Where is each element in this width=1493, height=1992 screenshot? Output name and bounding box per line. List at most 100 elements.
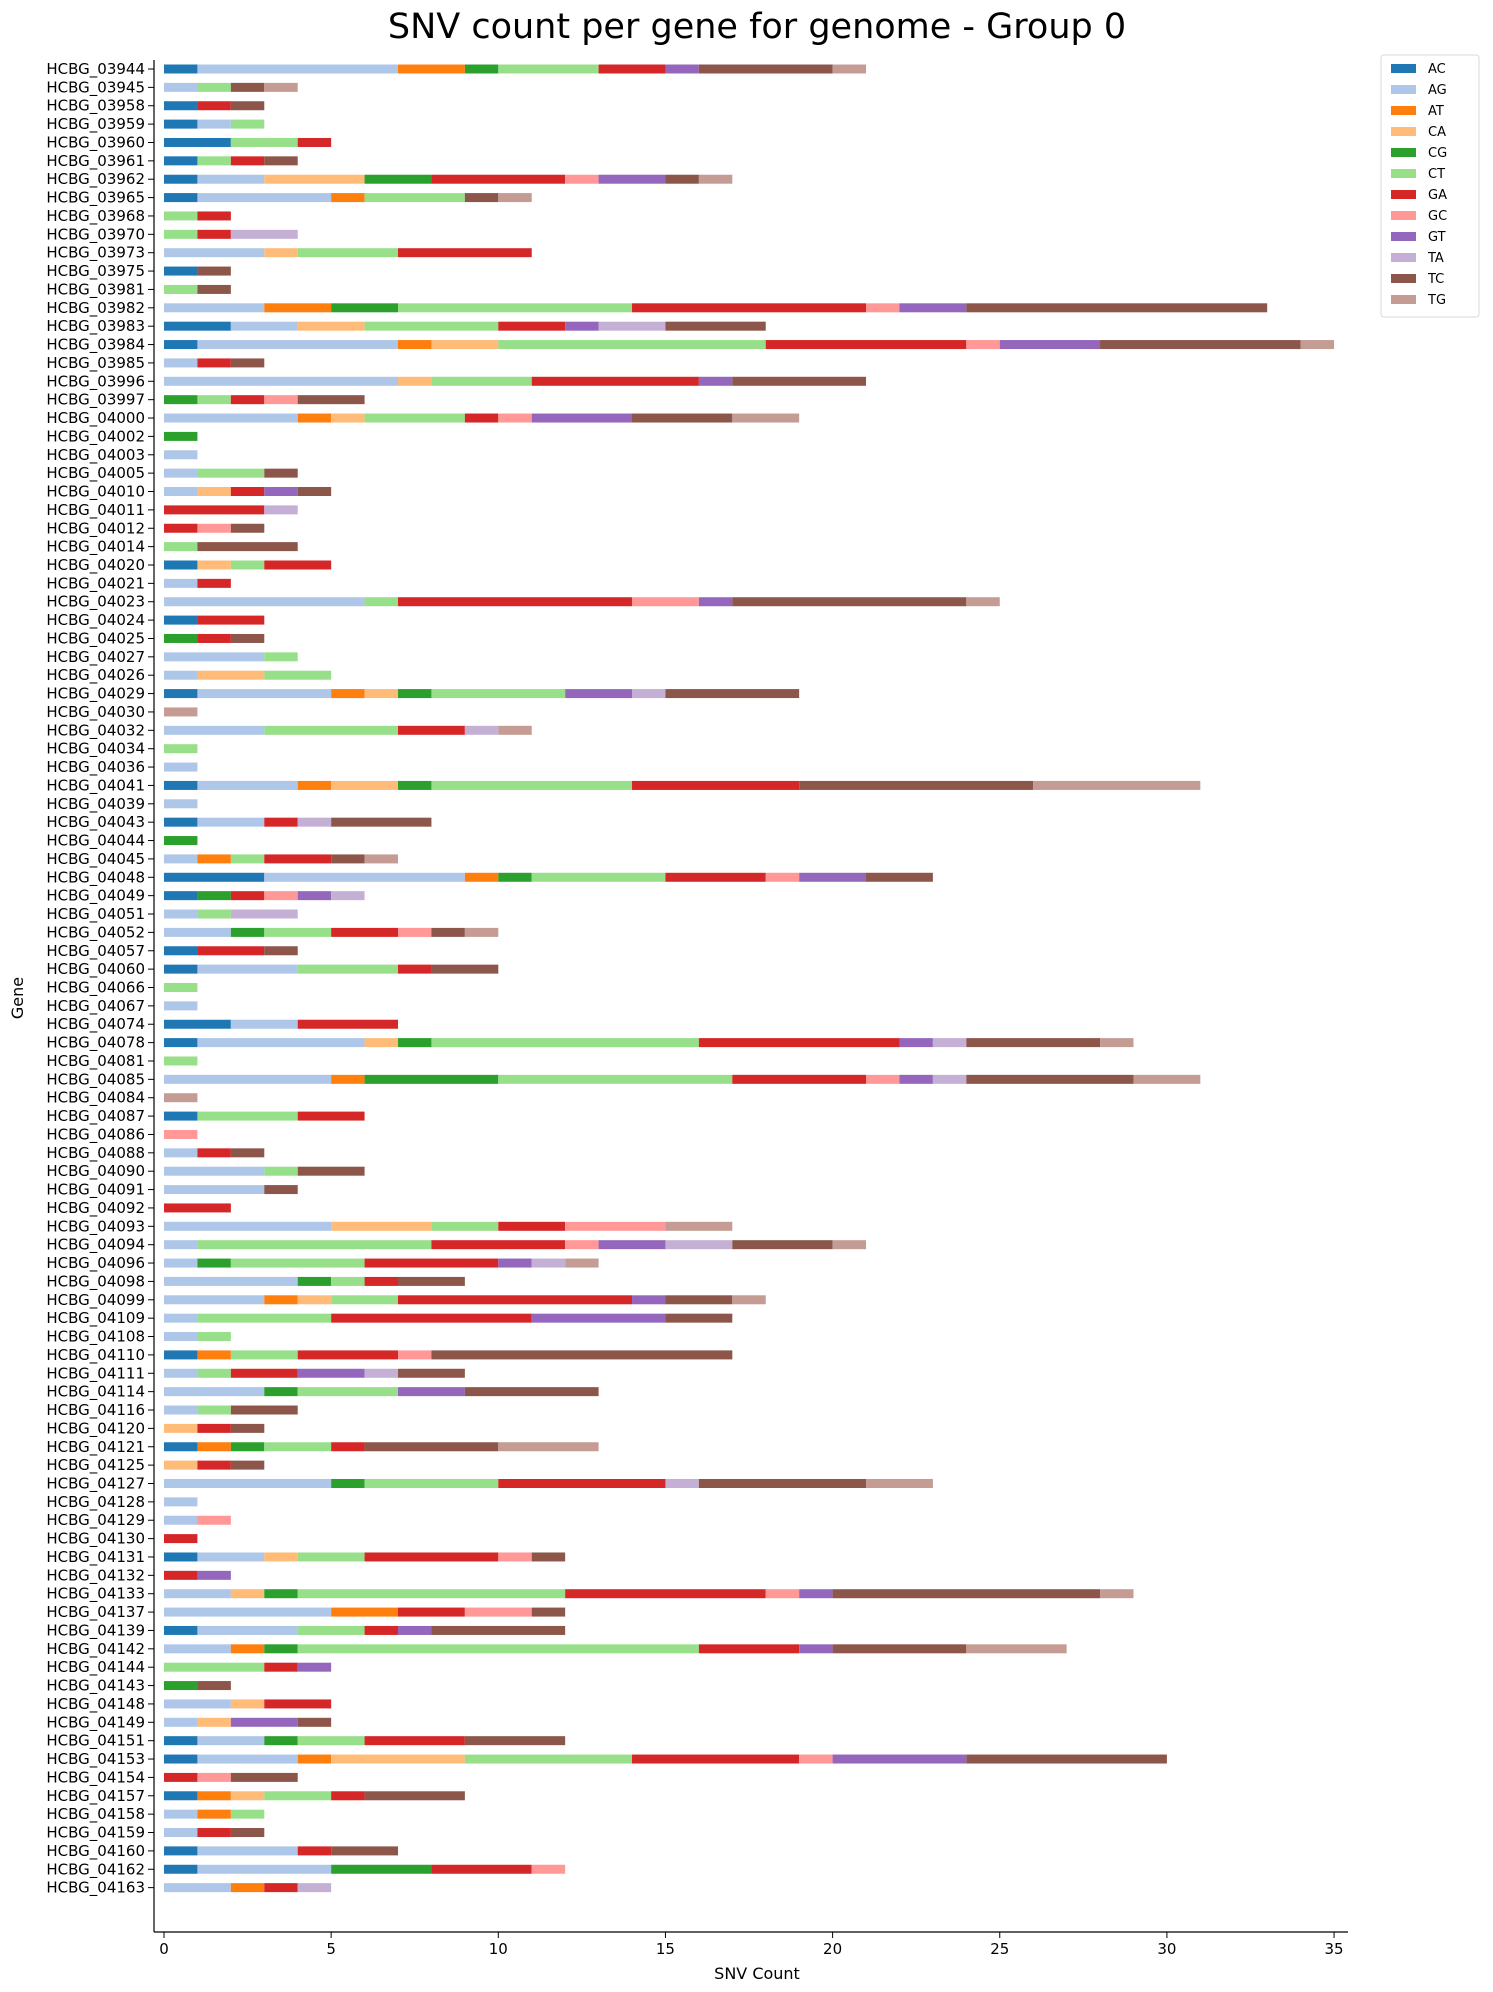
bar-segment-ag: [164, 450, 198, 460]
bar-segment-tc: [264, 468, 298, 478]
bar-segment-ga: [565, 1589, 766, 1599]
bar-segment-tc: [799, 780, 1034, 790]
gene-label: HCBG_04142: [46, 1640, 145, 1659]
gene-label: HCBG_04111: [46, 1364, 145, 1383]
bar-segment-ct: [431, 780, 633, 790]
bar-segment-ag: [164, 1276, 298, 1286]
bar-segment-ta: [331, 891, 365, 901]
gene-label: HCBG_04034: [46, 740, 145, 759]
gene-label: HCBG_04162: [46, 1860, 145, 1879]
bar-segment-ct: [230, 1258, 365, 1268]
bar-segment-tg: [164, 707, 198, 717]
bar-segment-ac: [164, 193, 198, 203]
bar-segment-ga: [197, 1423, 231, 1433]
x-tick-label: 35: [1325, 1940, 1344, 1958]
gene-label: HCBG_04130: [46, 1530, 145, 1549]
bar-segment-gc: [966, 340, 1000, 350]
bar-segment-ac: [164, 946, 198, 956]
bar-segment-ct: [431, 1221, 499, 1231]
bar-segment-ag: [164, 1405, 198, 1415]
gene-label: HCBG_04027: [46, 648, 145, 667]
gene-label: HCBG_04023: [46, 593, 145, 612]
bar-segment-ca: [431, 340, 499, 350]
bar-segment-ct: [197, 1368, 231, 1378]
bar-segment-ct: [197, 1332, 231, 1342]
gene-label: HCBG_04039: [46, 795, 145, 814]
gene-label: HCBG_04128: [46, 1493, 145, 1512]
bar-segment-ct: [164, 1662, 265, 1672]
gene-label: HCBG_04000: [46, 409, 145, 428]
bar-segment-gt: [899, 1074, 933, 1084]
bar-segment-ag: [164, 1240, 198, 1250]
bar-segment-ca: [197, 560, 231, 570]
bar-segment-ga: [398, 964, 432, 974]
bar-segment-ga: [498, 1221, 566, 1231]
legend-box: [1380, 54, 1480, 318]
legend-label-ag: AG: [1428, 83, 1447, 98]
gene-label: HCBG_04127: [46, 1474, 145, 1493]
bar-segment-tc: [297, 1717, 332, 1727]
bar-segment-ca: [398, 376, 432, 386]
bar-segment-ga: [164, 523, 198, 533]
bar-segment-ga: [264, 817, 298, 827]
bar-segment-ct: [264, 1791, 332, 1801]
bar-segment-ac: [164, 1791, 198, 1801]
bar-segment-tc: [230, 523, 265, 533]
bar-segment-ga: [197, 946, 265, 956]
bar-segment-ag: [164, 1717, 198, 1727]
bar-segment-gc: [197, 1772, 231, 1782]
bar-segment-ac: [164, 64, 198, 74]
bar-segment-ag: [230, 1019, 298, 1029]
gene-label: HCBG_04088: [46, 1144, 145, 1163]
gene-label: HCBG_04148: [46, 1695, 145, 1714]
bar-segment-gt: [899, 303, 967, 313]
bar-segment-gt: [297, 1368, 365, 1378]
bar-segment-ac: [164, 1846, 198, 1856]
legend-swatch-gt: [1391, 232, 1416, 241]
bar-segment-ga: [331, 1313, 532, 1323]
bar-segment-ag: [197, 119, 231, 129]
x-tick-label: 10: [489, 1940, 508, 1958]
bar-segment-tc: [230, 1828, 265, 1838]
legend-label-cg: CG: [1428, 146, 1447, 161]
bar-segment-tg: [732, 1295, 766, 1305]
bar-segment-tg: [498, 725, 532, 735]
bar-segment-cg: [398, 780, 432, 790]
bar-segment-gt: [531, 1313, 666, 1323]
bar-segment-ac: [164, 321, 231, 331]
bar-segment-ag: [164, 1332, 198, 1342]
bar-segment-tc: [531, 1607, 566, 1617]
bar-segment-tc: [464, 1387, 599, 1397]
bar-segment-gt: [297, 891, 332, 901]
bar-segment-ag: [197, 1552, 265, 1562]
bar-segment-tc: [230, 358, 265, 368]
legend-swatch-cg: [1391, 148, 1416, 157]
bar-segment-ag: [164, 303, 265, 313]
bar-segment-ac: [164, 689, 198, 699]
bar-segment-ga: [197, 1828, 231, 1838]
bar-segment-ga: [297, 137, 332, 147]
bar-segment-gt: [799, 872, 867, 882]
bar-segment-cg: [164, 395, 198, 405]
bar-segment-gc: [565, 1221, 666, 1231]
gene-label: HCBG_04020: [46, 556, 145, 575]
bar-segment-ag: [197, 817, 265, 827]
bar-segment-gt: [598, 1240, 666, 1250]
bar-segment-ag: [164, 927, 231, 937]
bar-segment-ga: [398, 1607, 465, 1617]
legend-label-ct: CT: [1428, 167, 1445, 182]
bar-segment-tc: [464, 1736, 566, 1746]
bar-segment-ca: [331, 413, 365, 423]
bar-segment-ag: [197, 174, 265, 184]
bar-segment-ga: [197, 211, 231, 221]
bar-segment-ag: [164, 1478, 332, 1488]
gene-label: HCBG_03982: [46, 299, 145, 318]
bar-segment-at: [297, 1754, 332, 1764]
bar-segment-gt: [565, 689, 633, 699]
bar-segment-ga: [364, 1258, 499, 1268]
bar-segment-tc: [431, 1625, 566, 1635]
bar-segment-gc: [264, 395, 298, 405]
bar-segment-cg: [398, 1038, 432, 1048]
bar-segment-ag: [164, 82, 198, 92]
bar-segment-at: [197, 1442, 231, 1452]
